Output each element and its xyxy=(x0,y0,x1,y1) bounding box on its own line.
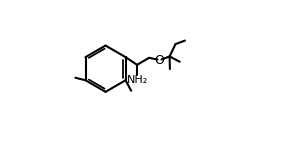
Text: NH₂: NH₂ xyxy=(126,75,148,85)
Text: O: O xyxy=(154,54,164,67)
